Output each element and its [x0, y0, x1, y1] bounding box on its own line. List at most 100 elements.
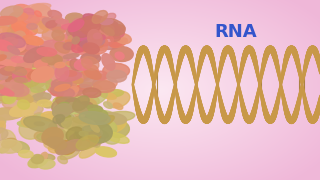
Ellipse shape	[52, 127, 65, 137]
Ellipse shape	[55, 42, 69, 53]
Ellipse shape	[53, 94, 78, 104]
Ellipse shape	[90, 91, 107, 105]
Ellipse shape	[65, 21, 79, 32]
Ellipse shape	[66, 87, 83, 96]
Ellipse shape	[11, 39, 26, 51]
Ellipse shape	[94, 26, 104, 32]
Text: RNA: RNA	[214, 23, 257, 41]
Ellipse shape	[109, 40, 123, 47]
Ellipse shape	[1, 62, 13, 68]
Ellipse shape	[100, 31, 112, 36]
Ellipse shape	[40, 22, 56, 30]
Ellipse shape	[0, 44, 3, 53]
Ellipse shape	[67, 27, 84, 40]
Ellipse shape	[101, 13, 116, 24]
Ellipse shape	[27, 24, 37, 29]
Ellipse shape	[56, 68, 79, 79]
Ellipse shape	[103, 23, 121, 39]
Ellipse shape	[88, 53, 99, 59]
Ellipse shape	[3, 90, 19, 104]
Ellipse shape	[59, 47, 73, 56]
Ellipse shape	[72, 123, 81, 128]
Ellipse shape	[33, 61, 43, 67]
Ellipse shape	[39, 116, 52, 124]
Ellipse shape	[67, 61, 80, 66]
Ellipse shape	[51, 80, 72, 93]
Ellipse shape	[0, 73, 20, 87]
Ellipse shape	[0, 43, 13, 49]
Ellipse shape	[42, 60, 63, 68]
Ellipse shape	[55, 78, 77, 91]
Ellipse shape	[59, 123, 89, 136]
Ellipse shape	[66, 139, 89, 151]
Ellipse shape	[65, 69, 83, 83]
Ellipse shape	[0, 117, 6, 126]
Ellipse shape	[25, 81, 32, 87]
Ellipse shape	[68, 35, 82, 45]
Ellipse shape	[22, 65, 53, 76]
Ellipse shape	[2, 64, 25, 78]
Ellipse shape	[19, 41, 39, 52]
Ellipse shape	[73, 30, 90, 41]
Ellipse shape	[56, 97, 77, 110]
Ellipse shape	[102, 90, 124, 97]
Ellipse shape	[87, 32, 99, 38]
Ellipse shape	[105, 33, 115, 38]
Ellipse shape	[76, 135, 99, 150]
Ellipse shape	[76, 75, 87, 80]
Ellipse shape	[108, 27, 118, 35]
Ellipse shape	[68, 117, 79, 121]
Ellipse shape	[12, 67, 27, 75]
Ellipse shape	[40, 56, 66, 69]
Ellipse shape	[80, 74, 106, 87]
Ellipse shape	[81, 53, 100, 64]
Ellipse shape	[11, 12, 25, 21]
Ellipse shape	[0, 71, 2, 82]
Ellipse shape	[22, 58, 47, 75]
Ellipse shape	[58, 156, 68, 164]
Ellipse shape	[30, 4, 52, 19]
Ellipse shape	[46, 76, 67, 88]
Ellipse shape	[2, 80, 21, 89]
Ellipse shape	[95, 147, 116, 157]
Ellipse shape	[0, 84, 19, 94]
Ellipse shape	[42, 57, 53, 62]
Ellipse shape	[88, 132, 101, 140]
Ellipse shape	[59, 102, 72, 112]
Ellipse shape	[60, 72, 82, 81]
Ellipse shape	[17, 121, 41, 127]
Ellipse shape	[40, 66, 55, 79]
Ellipse shape	[12, 85, 22, 89]
Ellipse shape	[38, 160, 55, 169]
Ellipse shape	[89, 39, 103, 48]
Ellipse shape	[74, 36, 84, 42]
Ellipse shape	[6, 32, 15, 39]
Ellipse shape	[57, 140, 82, 155]
Ellipse shape	[55, 84, 70, 91]
Ellipse shape	[5, 72, 31, 82]
Ellipse shape	[37, 133, 50, 140]
Ellipse shape	[41, 112, 60, 121]
Ellipse shape	[82, 15, 106, 28]
Ellipse shape	[52, 74, 66, 81]
Ellipse shape	[82, 57, 99, 70]
Ellipse shape	[10, 31, 26, 48]
Ellipse shape	[67, 93, 79, 101]
Ellipse shape	[38, 66, 51, 75]
Ellipse shape	[5, 67, 15, 71]
Ellipse shape	[62, 128, 75, 134]
Ellipse shape	[63, 42, 75, 50]
Ellipse shape	[18, 100, 43, 114]
Ellipse shape	[31, 21, 49, 33]
Ellipse shape	[48, 142, 66, 153]
Ellipse shape	[33, 114, 47, 122]
Ellipse shape	[40, 68, 50, 74]
Ellipse shape	[12, 74, 27, 89]
Ellipse shape	[3, 35, 28, 47]
Ellipse shape	[91, 124, 99, 132]
Ellipse shape	[72, 138, 91, 149]
Ellipse shape	[0, 42, 7, 56]
Ellipse shape	[52, 79, 71, 92]
Ellipse shape	[96, 38, 105, 45]
Ellipse shape	[69, 102, 88, 114]
